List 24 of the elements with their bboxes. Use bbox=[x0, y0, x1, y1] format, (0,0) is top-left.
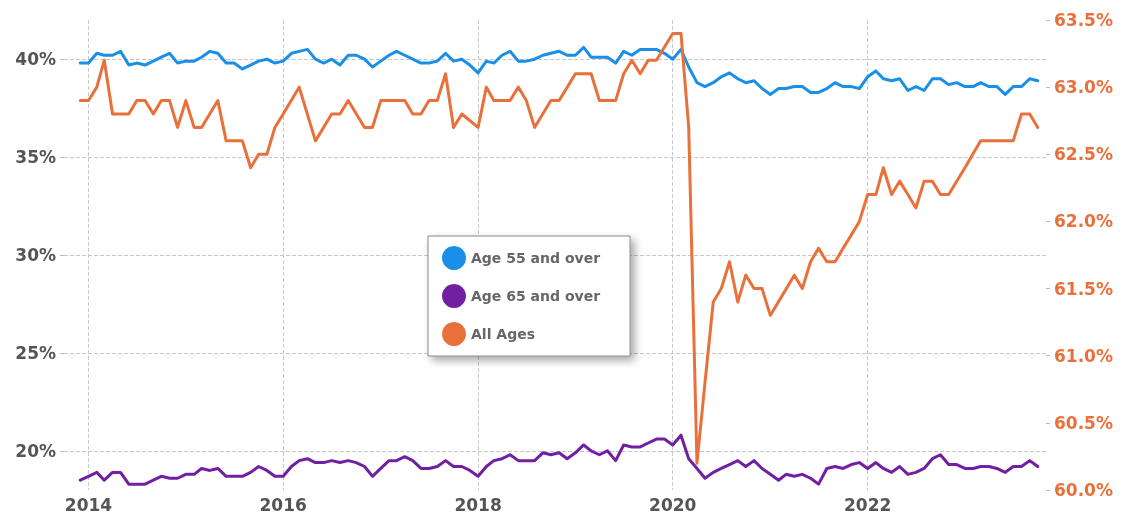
line-series bbox=[78, 433, 1040, 486]
y-tick-label: 25% bbox=[15, 342, 56, 363]
legend-label: Age 65 and over bbox=[471, 288, 601, 304]
y2-tick-label: 61.0% bbox=[1054, 345, 1113, 366]
y2-tick-label: 62.0% bbox=[1054, 211, 1113, 232]
legend-label: Age 55 and over bbox=[471, 250, 601, 266]
x-tick-label: 2014 bbox=[64, 494, 113, 515]
y-tick-label: 40% bbox=[15, 49, 56, 70]
x-tick-label: 2016 bbox=[259, 494, 307, 515]
y2-tick-label: 62.5% bbox=[1054, 144, 1113, 165]
y-tick-label: 20% bbox=[15, 440, 56, 461]
y2-tick-label: 63.5% bbox=[1054, 10, 1113, 30]
y2-tick-label: 63.0% bbox=[1054, 77, 1113, 98]
y2-tick-label: 60.0% bbox=[1054, 480, 1113, 500]
y-tick-label: 30% bbox=[15, 245, 56, 265]
y-tick-label: 35% bbox=[15, 147, 56, 168]
y2-tick-label: 60.5% bbox=[1054, 412, 1113, 433]
x-tick-label: 2020 bbox=[649, 494, 697, 515]
line-series bbox=[78, 45, 1040, 96]
line-series bbox=[78, 31, 1040, 465]
x-tick-label: 2018 bbox=[454, 494, 502, 515]
x-tick-label: 2022 bbox=[843, 494, 892, 515]
y2-tick-label: 61.5% bbox=[1054, 278, 1113, 299]
legend-label: All Ages bbox=[471, 326, 535, 342]
